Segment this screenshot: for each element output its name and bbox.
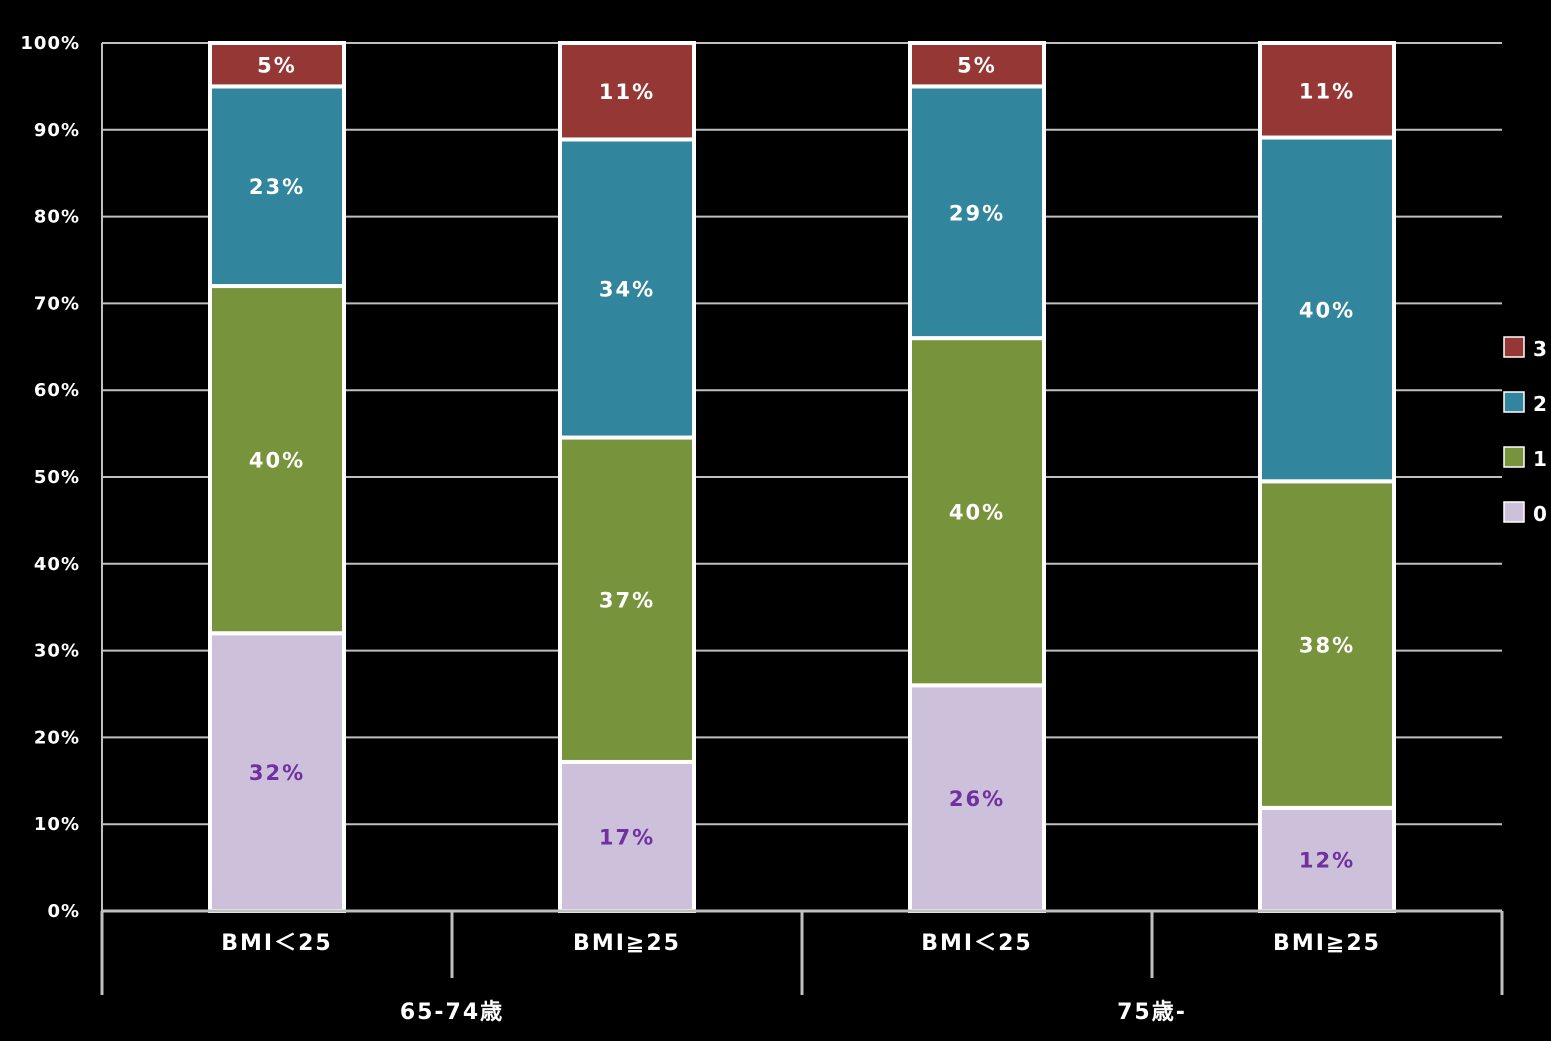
data-label: 5%: [257, 54, 297, 78]
y-tick-label: 10%: [34, 814, 80, 835]
y-tick-label: 80%: [34, 207, 80, 228]
y-tick-label: 60%: [34, 380, 80, 401]
legend-label: 1: [1533, 447, 1547, 471]
bar-segment-series-3: [908, 41, 1046, 89]
legend-swatch-2: [1503, 391, 1525, 413]
y-tick-label: 90%: [34, 120, 80, 141]
bar-segment-series-2: [908, 84, 1046, 341]
bar-segment-series-0: [208, 631, 346, 913]
y-tick-label: 50%: [34, 467, 80, 488]
legend-label: 0: [1533, 502, 1547, 526]
data-label: 11%: [1299, 79, 1355, 103]
legend-label: 2: [1533, 392, 1547, 416]
data-label: 40%: [949, 501, 1005, 525]
x-category-label: BMI≧25: [573, 931, 681, 956]
y-tick-label: 20%: [34, 727, 80, 748]
bar-segment-series-0: [558, 759, 696, 914]
x-category-label: BMI＜25: [221, 931, 332, 956]
y-tick-label: 100%: [20, 33, 80, 54]
x-group-label: 75歳-: [1117, 1000, 1187, 1025]
bar-segment-series-3: [1258, 41, 1396, 140]
y-tick-label: 40%: [34, 554, 80, 575]
data-label: 40%: [249, 449, 305, 473]
x-group-label: 65-74歳: [400, 1000, 504, 1025]
data-label: 23%: [249, 175, 305, 199]
data-label: 29%: [949, 201, 1005, 225]
bar-segment-series-1: [908, 336, 1046, 688]
data-label: 34%: [599, 277, 655, 301]
bar-segment-series-3: [208, 41, 346, 89]
data-label: 37%: [599, 589, 655, 613]
legend-swatch-0: [1503, 501, 1525, 523]
y-tick-label: 30%: [34, 641, 80, 662]
data-label: 12%: [1299, 848, 1355, 872]
data-label: 5%: [957, 54, 997, 78]
y-tick-label: 0%: [47, 901, 80, 922]
bar-segment-series-2: [1258, 135, 1396, 484]
y-tick-label: 70%: [34, 293, 80, 314]
bar-segment-series-3: [558, 41, 696, 142]
bar-segment-series-1: [208, 284, 346, 636]
data-label: 26%: [949, 787, 1005, 811]
bar-segment-series-0: [1258, 805, 1396, 913]
data-label: 32%: [249, 761, 305, 785]
legend-swatch-3: [1503, 336, 1525, 358]
bar-segment-series-2: [208, 84, 346, 289]
data-label: 38%: [1299, 634, 1355, 658]
legend-swatch-1: [1503, 446, 1525, 468]
x-category-label: BMI≧25: [1273, 931, 1381, 956]
x-category-label: BMI＜25: [921, 931, 1032, 956]
data-label: 11%: [599, 80, 655, 104]
data-label: 17%: [599, 825, 655, 849]
legend-label: 3: [1533, 337, 1547, 361]
data-label: 40%: [1299, 298, 1355, 322]
